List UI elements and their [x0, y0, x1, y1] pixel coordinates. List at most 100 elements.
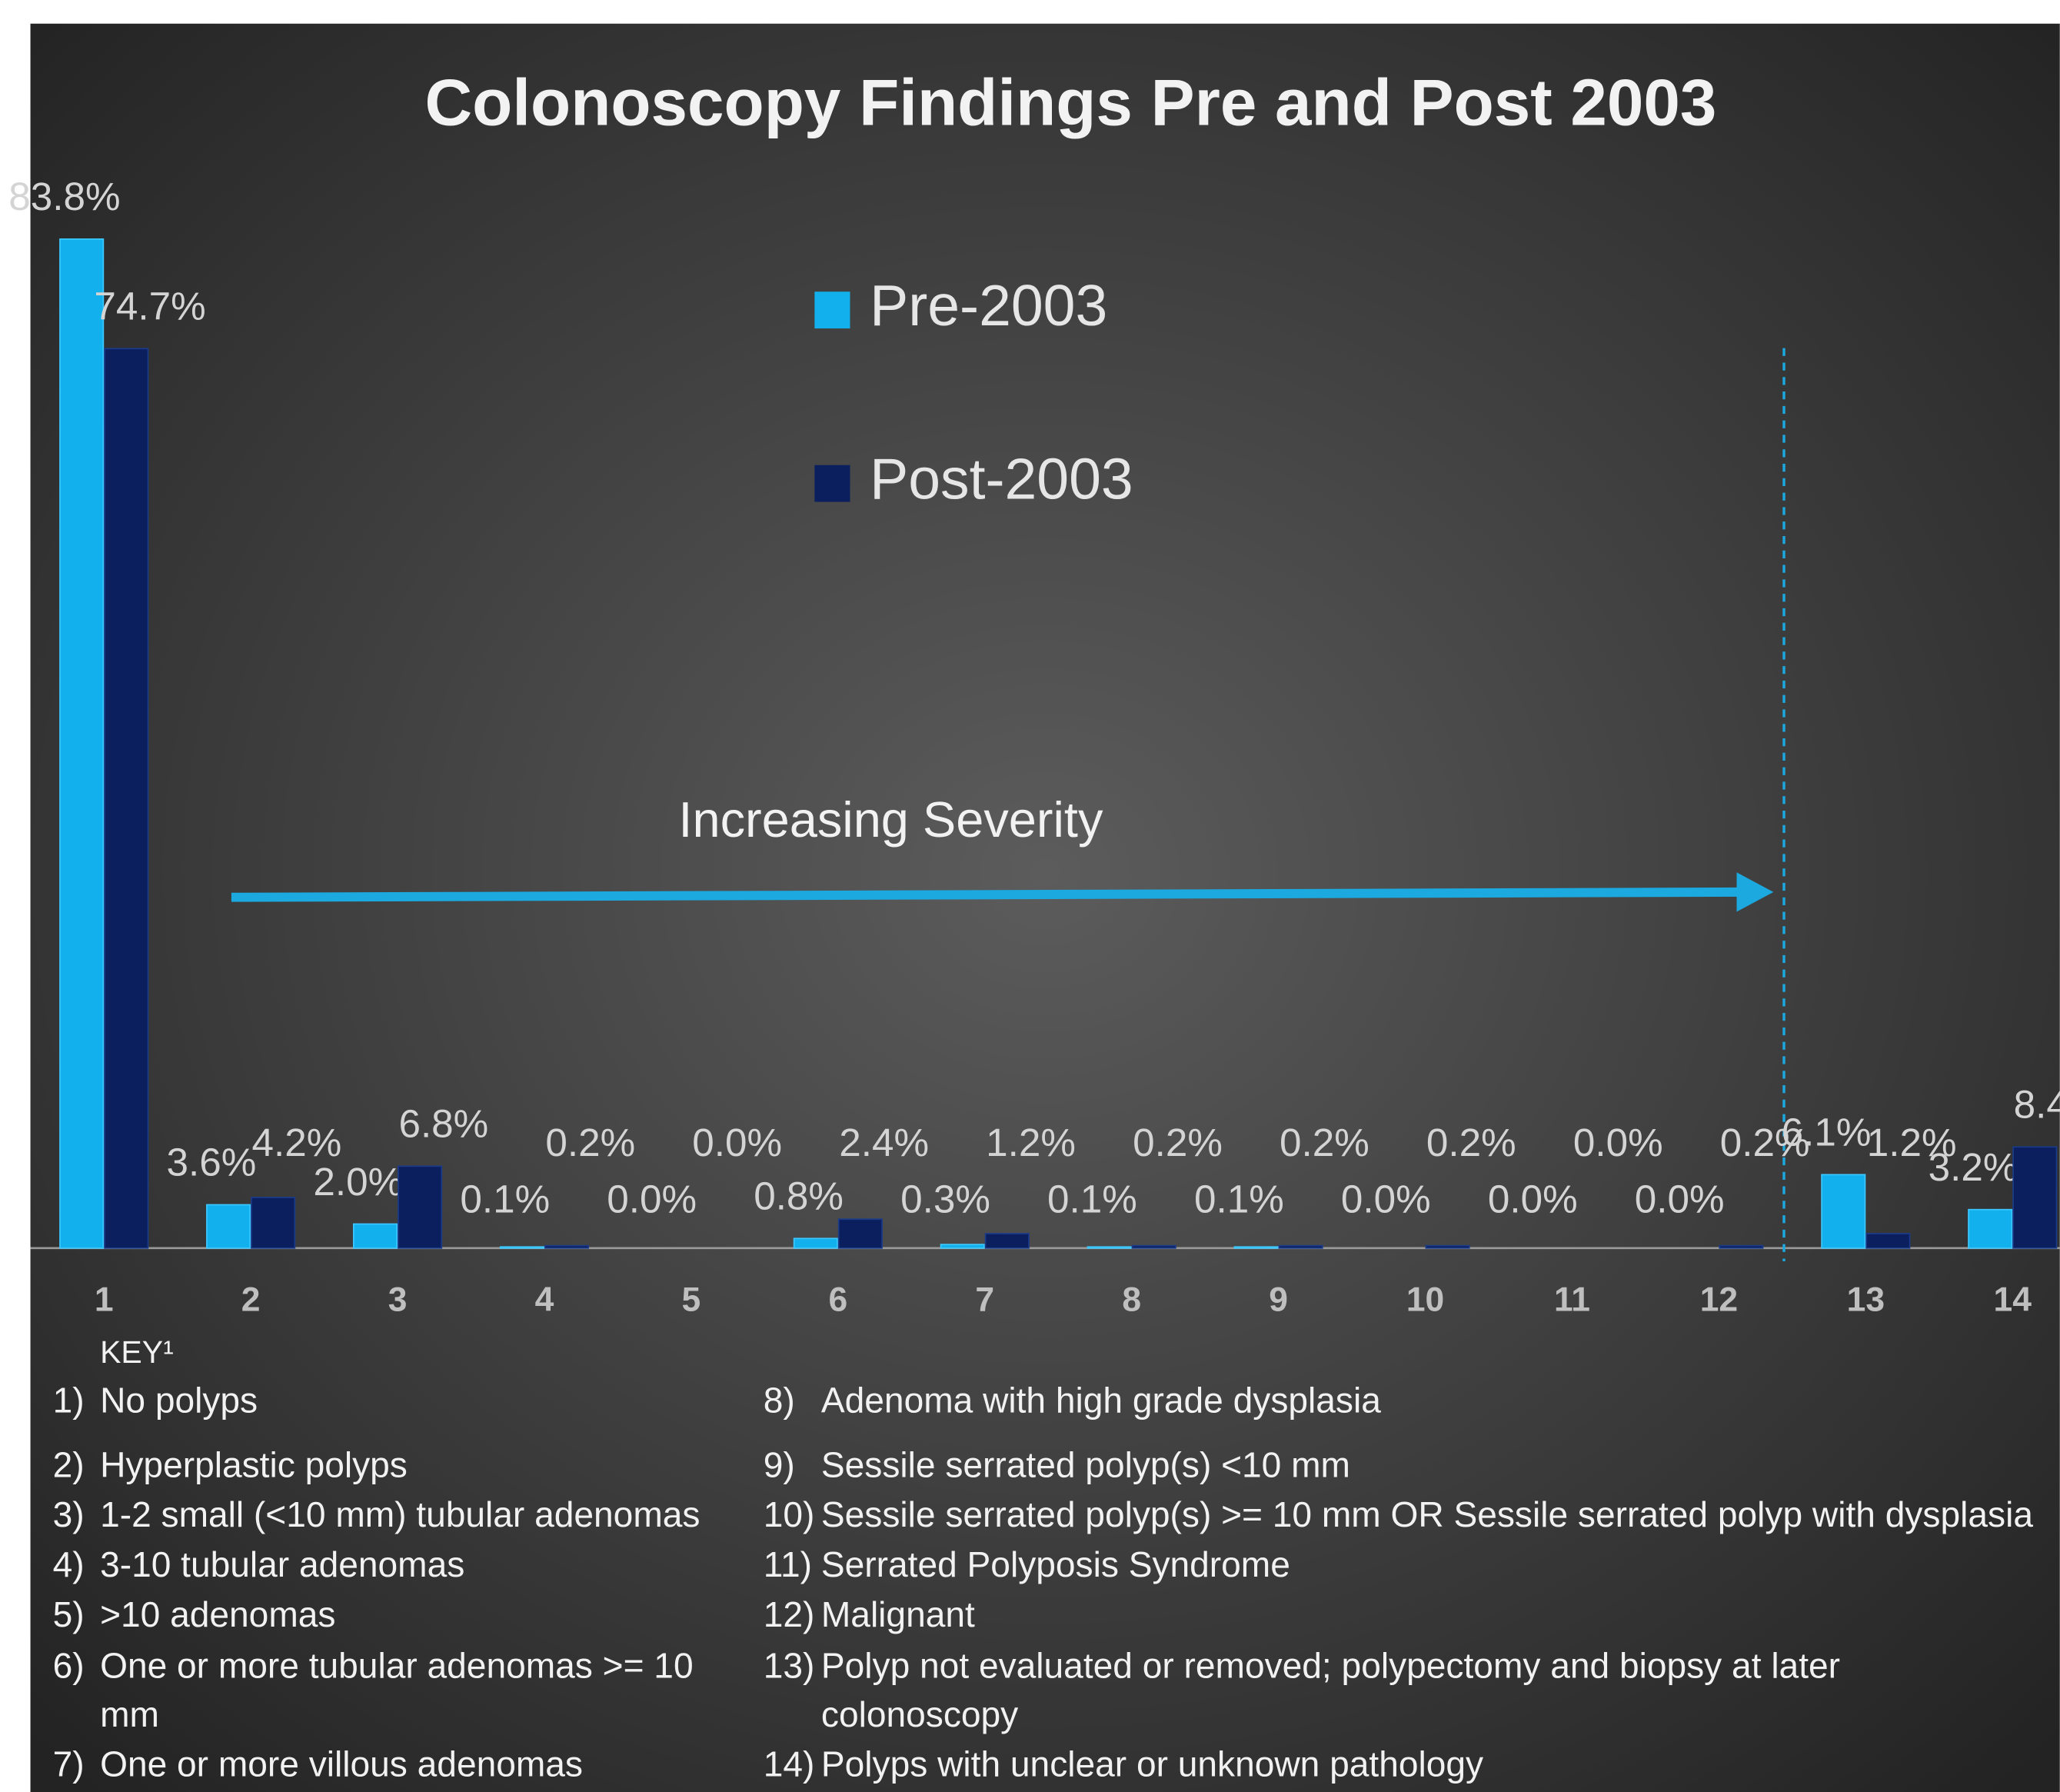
key-number: 1) [53, 1381, 85, 1421]
x-tick-label: 5 [682, 1281, 701, 1319]
annotation: Increasing Severity [678, 791, 1103, 848]
key-text: mm [100, 1694, 159, 1734]
key-text: One or more tubular adenomas >= 10 [100, 1646, 694, 1686]
key-text: >10 adenomas [100, 1594, 335, 1634]
key-text: Serrated Polyposis Syndrome [821, 1544, 1290, 1584]
bar [352, 1223, 398, 1249]
bar [2012, 1146, 2058, 1249]
x-tick-label: 11 [1554, 1281, 1590, 1319]
data-label: 2.0% [313, 1160, 403, 1204]
key-number: 12) [764, 1594, 815, 1634]
data-label: 0.0% [607, 1177, 697, 1221]
data-label: 6.1% [1782, 1111, 1872, 1154]
bar [544, 1244, 590, 1249]
key-number: 2) [53, 1444, 85, 1484]
key-text: Polyp not evaluated or removed; polypect… [821, 1646, 1840, 1686]
data-label: 0.1% [460, 1177, 550, 1221]
data-label: 0.8% [754, 1174, 844, 1218]
x-tick-label: 1 [95, 1281, 114, 1319]
x-tick-label: 7 [975, 1281, 994, 1319]
bar [1865, 1233, 1911, 1249]
data-label: 8.4% [2014, 1083, 2060, 1127]
key-number: 6) [53, 1646, 85, 1686]
data-label: 0.2% [545, 1121, 635, 1164]
data-label: 1.2% [1867, 1121, 1957, 1164]
key-text: 3-10 tubular adenomas [100, 1544, 464, 1584]
bar [251, 1197, 296, 1249]
data-label: 0.0% [1488, 1177, 1578, 1221]
data-label: 2.4% [839, 1121, 929, 1164]
data-label: 0.2% [1720, 1121, 1810, 1164]
x-tick-label: 2 [241, 1281, 261, 1319]
bar [1278, 1244, 1323, 1249]
data-label: 83.8% [8, 175, 120, 218]
arrow-head [1736, 872, 1774, 912]
bar [1087, 1246, 1132, 1249]
key-text: Polyps with unclear or unknown pathology [821, 1744, 1483, 1784]
legend-label: Post-2003 [870, 446, 1133, 511]
bar [793, 1237, 838, 1249]
key-text: Malignant [821, 1594, 975, 1634]
bar [940, 1244, 985, 1249]
data-label: 0.0% [1635, 1177, 1725, 1221]
key-number: 3) [53, 1494, 85, 1534]
x-tick-label: 13 [1847, 1281, 1885, 1319]
key-text: colonoscopy [821, 1694, 1018, 1734]
data-label: 74.7% [94, 285, 205, 328]
data-label: 0.2% [1133, 1121, 1223, 1164]
legend-label: Pre-2003 [870, 273, 1107, 338]
data-label: 0.0% [692, 1121, 782, 1164]
bar [59, 238, 105, 1249]
key-number: 10) [764, 1494, 815, 1534]
bar [104, 348, 149, 1249]
key-text: Sessile serrated polyp(s) >= 10 mm OR Se… [821, 1494, 2033, 1534]
data-label: 0.2% [1280, 1121, 1369, 1164]
bar [984, 1233, 1030, 1249]
x-tick-label: 4 [535, 1281, 554, 1319]
bar [398, 1165, 443, 1249]
chart-title: Colonoscopy Findings Pre and Post 2003 [424, 67, 1716, 140]
data-label: 6.8% [398, 1102, 488, 1146]
data-label: 3.2% [1929, 1145, 2018, 1189]
data-label: 1.2% [986, 1121, 1076, 1164]
key-number: 8) [764, 1381, 795, 1421]
data-label: 0.0% [1341, 1177, 1431, 1221]
key-number: 7) [53, 1744, 85, 1784]
legend-swatch [814, 465, 850, 502]
data-label: 0.1% [1047, 1177, 1137, 1221]
legend-swatch [814, 291, 850, 329]
data-label: 0.0% [1573, 1121, 1663, 1164]
bar [1719, 1244, 1764, 1249]
bar [1821, 1174, 1866, 1249]
bar [837, 1218, 883, 1249]
key-text: 1-2 small (<10 mm) tubular adenomas [100, 1494, 700, 1534]
bar [1233, 1246, 1279, 1249]
data-label: 0.2% [1426, 1121, 1516, 1164]
x-tick-label: 14 [1994, 1281, 2032, 1319]
key-text: Sessile serrated polyp(s) <10 mm [821, 1444, 1350, 1484]
key-number: 9) [764, 1444, 795, 1484]
x-tick-label: 10 [1406, 1281, 1444, 1319]
background [30, 23, 2060, 1792]
key-text: One or more villous adenomas [100, 1744, 583, 1784]
key-text: Hyperplastic polyps [100, 1444, 408, 1484]
bar [1425, 1244, 1470, 1249]
key-title: KEY¹ [100, 1334, 174, 1370]
key-number: 5) [53, 1594, 85, 1634]
bar [499, 1246, 544, 1249]
data-label: 0.3% [900, 1177, 990, 1221]
x-tick-label: 3 [388, 1281, 408, 1319]
key-number: 11) [764, 1544, 812, 1584]
x-tick-label: 9 [1269, 1281, 1288, 1319]
bar [206, 1204, 251, 1249]
bar [1131, 1244, 1176, 1249]
key-number: 14) [764, 1744, 815, 1784]
severity-arrow [231, 887, 1742, 902]
key-number: 4) [53, 1544, 85, 1584]
x-tick-label: 12 [1700, 1281, 1738, 1319]
data-label: 3.6% [167, 1141, 257, 1184]
x-tick-label: 6 [828, 1281, 847, 1319]
key-number: 13) [764, 1646, 815, 1686]
